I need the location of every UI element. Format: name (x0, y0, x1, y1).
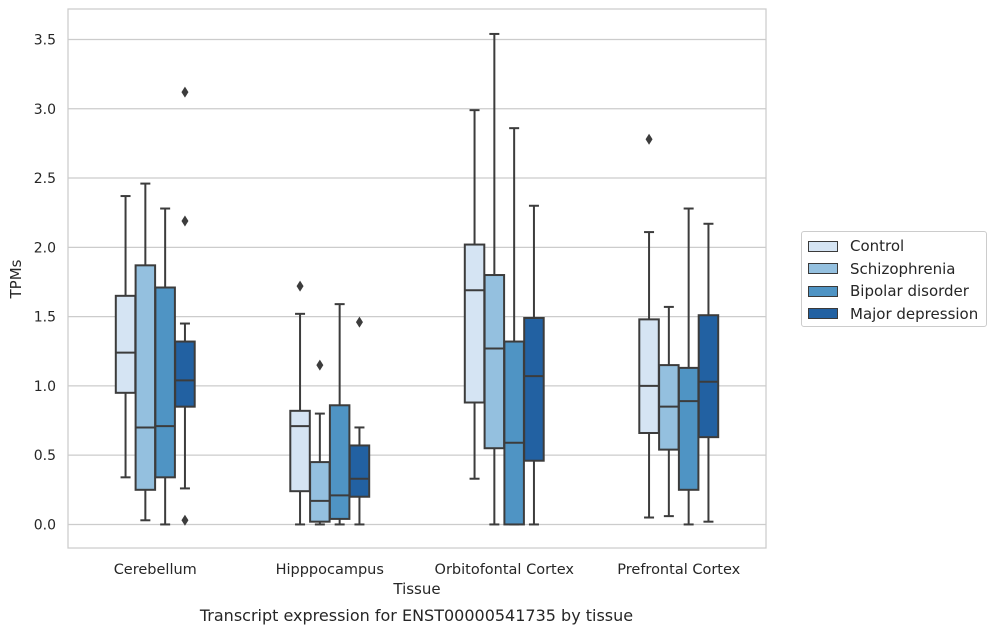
box (503, 127, 525, 526)
box (174, 86, 196, 526)
legend: Control Schizophrenia Bipolar disorder Majo… (801, 231, 987, 327)
y-tick-label: 2.5 (34, 171, 56, 187)
outlier-point (181, 514, 189, 526)
legend-swatch (808, 263, 838, 274)
x-tick-label: Hipppocampus (276, 562, 384, 578)
x-tick-labels: Cerebellum Hipppocampus Orbitofontal Corte… (114, 562, 741, 578)
legend-item: Control (808, 236, 904, 256)
box (134, 182, 157, 522)
box-body (134, 264, 157, 491)
figure-caption: Transcript expression for ENST0000054173… (199, 606, 634, 625)
plot-frame (67, 8, 767, 549)
legend-swatch (808, 285, 838, 297)
box (523, 204, 545, 526)
y-tick-label: 0.0 (34, 517, 56, 533)
legend-label: Schizophrenia (850, 259, 956, 278)
y-tick-label: 1.5 (34, 310, 56, 326)
box-body (309, 461, 331, 523)
box-body (503, 340, 525, 526)
y-tick-label: 1.0 (34, 379, 56, 395)
legend-item: Major depression (808, 304, 978, 324)
legend-swatch (808, 240, 838, 252)
legend-item: Schizophrenia (808, 259, 955, 279)
y-tick-label: 3.0 (34, 102, 56, 118)
outlier-point (645, 133, 653, 145)
box (697, 222, 720, 523)
outlier-point (355, 316, 363, 328)
box-body (677, 366, 700, 491)
box-body (289, 409, 311, 493)
box-body (463, 243, 486, 404)
box-body (697, 314, 720, 439)
x-tick-label: Cerebellum (114, 562, 197, 578)
box (289, 280, 311, 526)
box-body (483, 274, 506, 450)
box (463, 109, 486, 480)
legend-label: Bipolar disorder (850, 282, 969, 300)
box (483, 32, 506, 526)
legend-label: Major depression (850, 304, 979, 323)
outlier-point (181, 86, 189, 98)
y-axis-label: TPMs (7, 259, 25, 299)
legend-label: Control (850, 237, 905, 255)
outlier-point (181, 215, 189, 227)
outlier-point (296, 280, 304, 292)
box-body (114, 294, 137, 394)
box (309, 359, 331, 526)
boxes (114, 32, 720, 526)
box-body (154, 286, 176, 479)
box-body (348, 444, 371, 498)
box (638, 133, 660, 519)
x-tick-label: Orbitofontal Cortex (435, 562, 575, 578)
box (658, 305, 680, 518)
box (677, 207, 700, 526)
legend-swatch (808, 308, 838, 319)
legend-item: Bipolar disorder (808, 281, 969, 301)
x-tick-label: Prefrontal Cortex (617, 562, 740, 578)
y-tick-label: 3.5 (34, 32, 56, 48)
box-body (638, 318, 660, 434)
box (154, 207, 176, 526)
box (114, 195, 137, 479)
box (328, 303, 351, 526)
box-body (328, 404, 351, 520)
box-body (174, 340, 196, 408)
y-tick-label: 0.5 (34, 448, 56, 464)
x-axis-label: Tissue (392, 580, 440, 598)
box (348, 316, 371, 526)
y-tick-label: 2.0 (34, 240, 56, 256)
y-tick-labels: 0.0 0.5 1.0 1.5 2.0 2.5 3.0 3.5 (34, 32, 56, 533)
outlier-point (316, 359, 324, 371)
box-body (523, 316, 545, 462)
